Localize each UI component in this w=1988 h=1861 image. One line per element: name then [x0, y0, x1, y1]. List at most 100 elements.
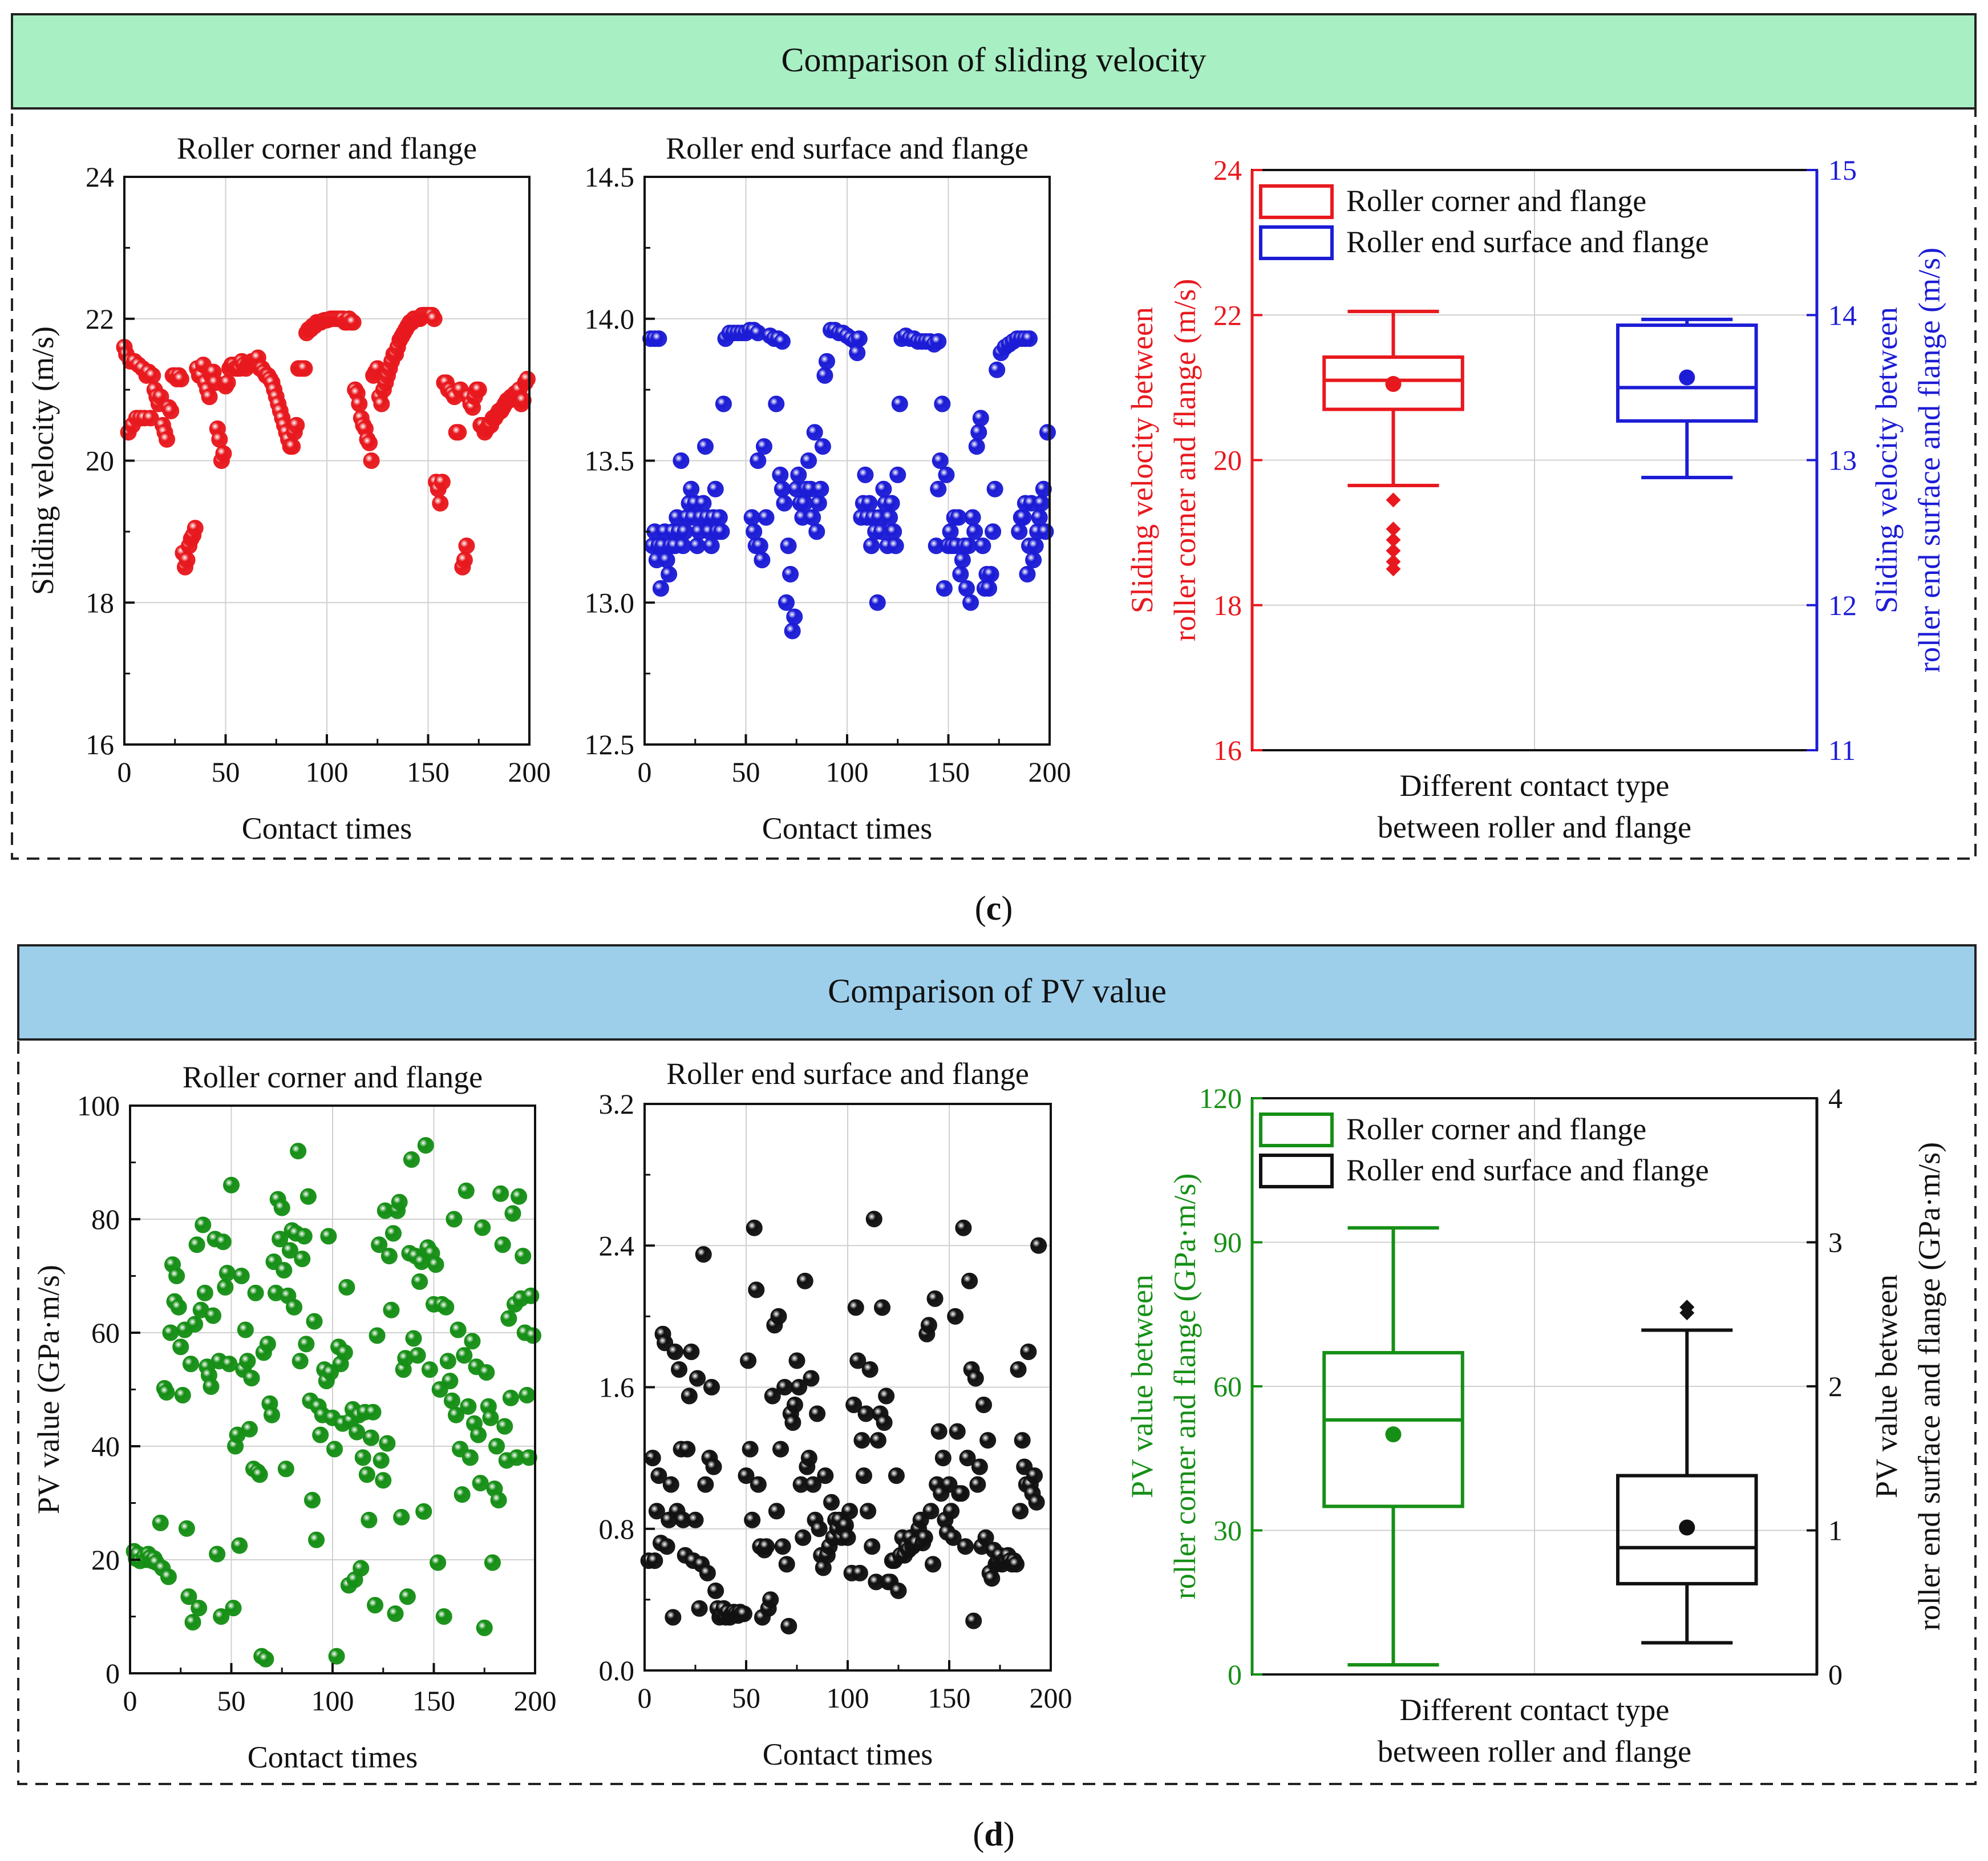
data-point — [758, 509, 775, 526]
data-point — [891, 395, 908, 412]
panel-c-banner — [11, 13, 1977, 110]
data-point — [470, 1426, 487, 1443]
data-point — [943, 1503, 960, 1520]
panel-c-banner-title: Comparison of sliding velocity — [782, 41, 1206, 79]
data-point — [371, 1236, 388, 1253]
legend-swatch — [1259, 184, 1334, 219]
data-point — [782, 566, 799, 582]
data-point — [239, 1353, 256, 1370]
right-y-axis-label-line: roller end surface and flange (GPa·m/s) — [1912, 1142, 1946, 1631]
data-point — [930, 1423, 948, 1440]
data-point — [853, 1432, 870, 1449]
data-point — [187, 1316, 204, 1333]
data-point — [365, 1403, 382, 1421]
data-point — [1025, 552, 1042, 569]
left-y-tick-label: 24 — [1213, 154, 1242, 186]
data-point — [784, 1414, 801, 1431]
data-point — [1011, 523, 1028, 540]
data-point — [320, 1228, 337, 1245]
data-point — [1020, 1343, 1037, 1360]
data-point — [758, 1538, 775, 1555]
data-point — [673, 452, 690, 469]
data-point — [399, 1588, 416, 1605]
data-point — [920, 1317, 937, 1334]
data-point — [460, 1398, 477, 1415]
y-tick-label: 100 — [77, 1090, 120, 1122]
chart-title: Roller end surface and flange — [666, 131, 1029, 165]
data-point — [434, 474, 451, 491]
data-point — [203, 1378, 220, 1395]
data-point — [804, 509, 821, 526]
data-point — [806, 424, 823, 441]
data-point — [965, 1612, 982, 1629]
right-y-tick-label: 13 — [1828, 444, 1857, 476]
data-point — [869, 594, 886, 611]
data-point — [380, 1248, 398, 1265]
data-point — [711, 509, 728, 526]
y-tick-label: 13.5 — [585, 445, 635, 477]
right-y-tick-label: 11 — [1828, 734, 1856, 766]
data-point — [490, 1492, 507, 1509]
data-point — [751, 537, 768, 555]
data-point — [500, 1310, 517, 1327]
data-point — [662, 1476, 679, 1493]
data-point — [754, 552, 771, 569]
x-tick-label: 150 — [928, 1682, 971, 1714]
right-y-tick-label: 15 — [1828, 154, 1857, 186]
data-point — [439, 1353, 456, 1370]
data-point — [191, 1600, 208, 1617]
data-point — [217, 1279, 234, 1296]
data-point — [861, 1361, 878, 1378]
data-point — [170, 1298, 187, 1316]
y-tick-label: 14.0 — [585, 303, 635, 335]
x-tick-label: 0 — [118, 756, 132, 788]
y-tick-label: 0.0 — [599, 1654, 635, 1686]
data-point — [172, 1338, 189, 1356]
data-point — [950, 509, 967, 526]
data-point — [336, 1344, 353, 1361]
data-point — [1010, 1361, 1027, 1378]
data-point — [1030, 1237, 1047, 1254]
data-point — [750, 1476, 767, 1493]
data-point — [219, 374, 236, 391]
data-point — [790, 466, 807, 483]
data-point — [474, 1219, 491, 1236]
x-axis-label-line: Different contact type — [1400, 1693, 1670, 1727]
data-point — [974, 537, 991, 555]
data-point — [1019, 566, 1036, 582]
data-point — [784, 622, 801, 640]
box-end-surface — [1616, 317, 1758, 480]
data-point — [977, 1529, 994, 1546]
data-point — [762, 1591, 779, 1608]
data-point — [243, 1370, 260, 1387]
x-tick-label: 100 — [826, 756, 869, 788]
outlier-marker — [1386, 561, 1401, 577]
data-point — [417, 1137, 434, 1154]
data-point — [427, 1256, 444, 1273]
data-point — [284, 438, 301, 455]
data-point — [851, 330, 868, 347]
chart-title: Roller end surface and flange — [666, 1057, 1029, 1091]
y-tick-label: 0.8 — [599, 1513, 635, 1545]
data-point — [817, 1467, 834, 1484]
data-point — [1027, 537, 1044, 555]
data-point — [358, 1466, 375, 1483]
data-point — [385, 1225, 402, 1242]
data-point — [362, 1429, 379, 1446]
data-point — [338, 1279, 355, 1296]
x-tick-label: 100 — [311, 1685, 354, 1717]
data-point — [179, 552, 196, 569]
data-point — [665, 1609, 682, 1626]
caption-open-paren: ( — [973, 1815, 984, 1853]
legend-label: Roller end surface and flange — [1346, 1153, 1709, 1187]
y-tick-label: 18 — [86, 586, 114, 618]
left-y-axis-label-line: roller corner and flange (m/s) — [1168, 279, 1202, 642]
data-point — [435, 1608, 452, 1625]
x-tick-label: 50 — [217, 1685, 246, 1717]
data-point — [519, 1386, 536, 1403]
y-tick-label: 60 — [91, 1317, 120, 1349]
data-point — [774, 1538, 791, 1555]
data-point — [354, 1449, 371, 1466]
data-point — [298, 1336, 315, 1353]
data-point — [666, 1343, 683, 1360]
